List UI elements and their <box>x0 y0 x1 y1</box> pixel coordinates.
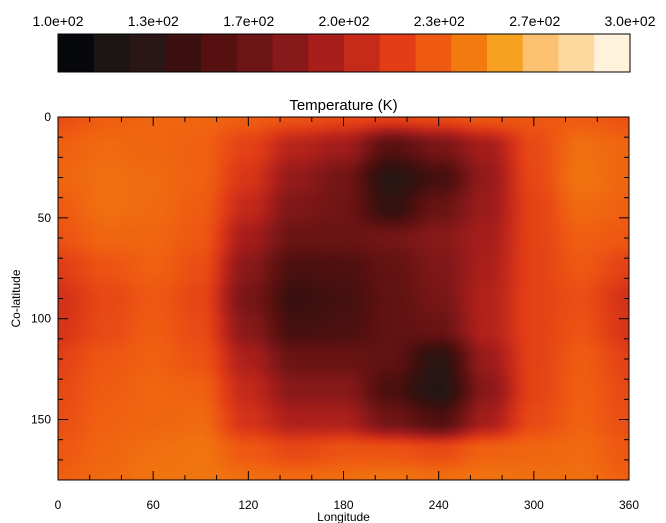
colorbar-frame <box>57 33 631 73</box>
colorbar-tick-label: 1.7e+02 <box>223 13 274 29</box>
colorbar-tick-label: 2.0e+02 <box>319 13 370 29</box>
y-tick-label: 0 <box>44 110 51 124</box>
y-tick-label: 150 <box>31 413 51 427</box>
chart-title: Temperature (K) <box>289 97 397 114</box>
x-tick-label: 360 <box>619 498 639 512</box>
x-tick-label: 120 <box>238 498 258 512</box>
colorbar-swatch <box>236 34 274 72</box>
y-axis-tick-labels: 0 50 100 150 <box>31 110 51 427</box>
colorbar-tick-labels: 1.0e+02 1.3e+02 1.7e+02 2.0e+02 2.3e+02 2.7e+… <box>33 13 656 29</box>
colorbar-swatch <box>594 34 631 72</box>
heatmap-plot <box>57 116 630 481</box>
colorbar-swatch <box>308 34 345 72</box>
colorbar-swatch <box>522 34 560 72</box>
colorbar-swatch <box>451 34 488 72</box>
colorbar-tick-label: 1.0e+02 <box>33 13 84 29</box>
colorbar-swatch <box>379 34 417 72</box>
x-axis-tick-labels: 0 60 120 180 240 300 360 <box>55 498 640 512</box>
colorbar-swatch <box>272 34 309 72</box>
x-tick-label: 60 <box>146 498 160 512</box>
colorbar: 1.0e+02 1.3e+02 1.7e+02 2.0e+02 2.3e+02 2.7e+… <box>33 13 656 73</box>
colorbar-swatch <box>165 34 202 72</box>
x-tick-label: 0 <box>55 498 62 512</box>
heatmap-field <box>58 117 629 480</box>
colorbar-swatch <box>415 34 452 72</box>
plot-frame <box>57 116 630 481</box>
colorbar-swatch <box>558 34 595 72</box>
colorbar-tick-label: 2.7e+02 <box>509 13 560 29</box>
x-axis-label: Longitude <box>317 510 370 523</box>
y-tick-label: 50 <box>38 211 52 225</box>
colorbar-tick-label: 1.3e+02 <box>128 13 179 29</box>
colorbar-swatch <box>201 34 238 72</box>
colorbar-swatch <box>344 34 381 72</box>
x-tick-label: 180 <box>333 498 353 512</box>
colorbar-tick-label: 2.3e+02 <box>414 13 465 29</box>
colorbar-swatch <box>93 34 131 72</box>
colorbar-swatch <box>129 34 166 72</box>
y-axis-label: Co-latitude <box>9 269 23 327</box>
x-tick-label: 300 <box>524 498 544 512</box>
colorbar-swatch <box>487 34 524 72</box>
colorbar-swatches <box>58 34 631 72</box>
y-tick-label: 100 <box>31 312 51 326</box>
x-tick-label: 240 <box>429 498 449 512</box>
colorbar-swatch <box>58 34 95 72</box>
colorbar-tick-label: 3.0e+02 <box>605 13 656 29</box>
